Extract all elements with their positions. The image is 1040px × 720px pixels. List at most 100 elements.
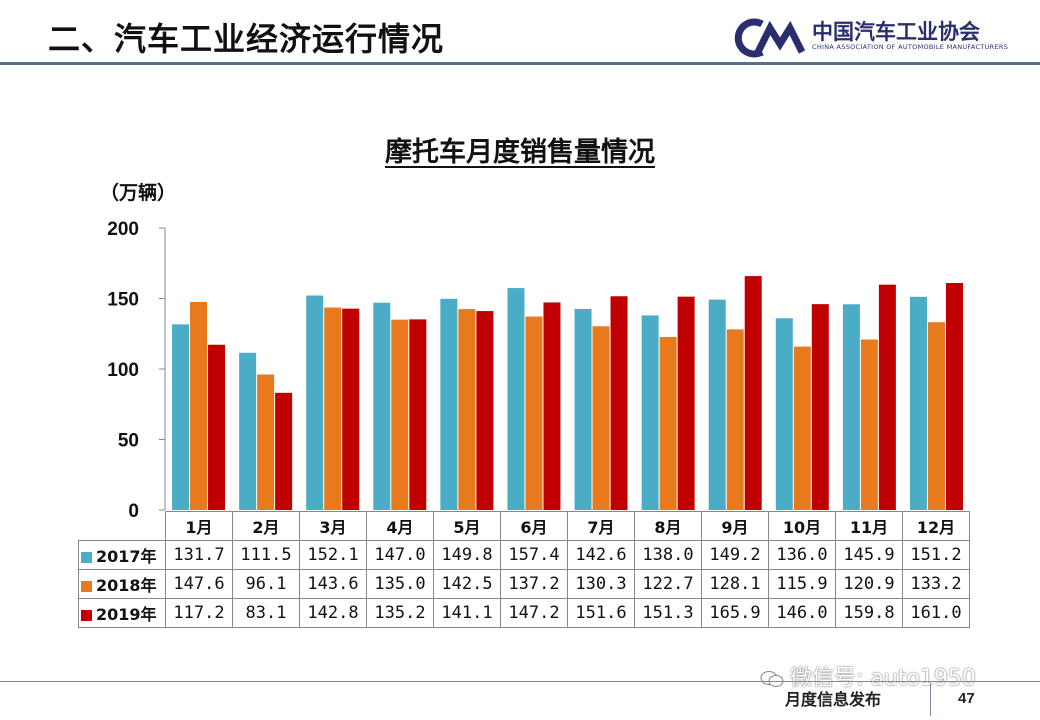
bar-2019年-8月 (677, 296, 695, 510)
bar-2019年-10月 (811, 304, 829, 510)
table-cell: 143.6 (299, 569, 367, 599)
table-cell: 136.0 (768, 540, 836, 570)
legend-label: 2018年 (96, 576, 157, 595)
y-tick-label: 200 (107, 219, 139, 240)
x-tick-label: 2月 (232, 511, 300, 541)
table-cell: 96.1 (232, 569, 300, 599)
table-cell: 120.9 (835, 569, 903, 599)
bar-2018年-3月 (324, 307, 342, 510)
association-logo: 中国汽车工业协会 CHINA ASSOCIATION OF AUTOMOBILE… (732, 14, 1032, 60)
legend-entry: 2017年 (78, 540, 166, 570)
x-tick-label: 9月 (701, 511, 769, 541)
logo-text-en: CHINA ASSOCIATION OF AUTOMOBILE MANUFACT… (812, 43, 1009, 51)
bar-2018年-2月 (257, 374, 275, 510)
logo-text-cn: 中国汽车工业协会 (812, 20, 980, 44)
legend-label: 2017年 (96, 547, 157, 566)
table-cell: 137.2 (500, 569, 568, 599)
y-tick-label: 150 (107, 290, 139, 311)
data-table: 1月 2月 3月 4月 5月 6月 7月 8月 9月 10月 11月 12月 2017年 131.7 111… (78, 511, 970, 628)
table-cell: 138.0 (634, 540, 702, 570)
table-cell: 122.7 (634, 569, 702, 599)
bar-2019年-9月 (744, 276, 762, 510)
legend-swatch (81, 552, 92, 563)
legend-label: 2019年 (96, 605, 157, 624)
y-axis-unit: （万辆） (100, 182, 177, 204)
bar-2017年-1月 (172, 324, 190, 510)
table-cell: 161.0 (902, 598, 970, 628)
legend-entry: 2019年 (78, 598, 166, 628)
table-row: 2019年 117.2 83.1 142.8 135.2 141.1 147.2 151.6 1… (78, 598, 970, 628)
y-tick-label: 0 (128, 501, 139, 520)
table-cell: 111.5 (232, 540, 300, 570)
bar-group (172, 276, 963, 510)
bar-2019年-3月 (342, 308, 360, 510)
table-cell: 142.6 (567, 540, 635, 570)
bar-2017年-6月 (507, 288, 525, 510)
watermark-text: 微信号: auto1950 (790, 666, 976, 691)
bar-2019年-11月 (878, 284, 896, 510)
table-cell: 152.1 (299, 540, 367, 570)
x-tick-label: 4月 (366, 511, 434, 541)
caam-logo-icon (734, 18, 806, 58)
x-tick-label: 8月 (634, 511, 702, 541)
bar-2018年-1月 (190, 301, 208, 510)
table-cell: 159.8 (835, 598, 903, 628)
table-cell: 130.3 (567, 569, 635, 599)
y-axis: 0 50 100 150 200 (107, 219, 166, 520)
bar-2018年-8月 (659, 336, 677, 510)
x-tick-label: 7月 (567, 511, 635, 541)
x-tick-label: 6月 (500, 511, 568, 541)
table-cell: 83.1 (232, 598, 300, 628)
table-cell: 115.9 (768, 569, 836, 599)
table-cell: 141.1 (433, 598, 501, 628)
table-cell: 135.2 (366, 598, 434, 628)
bar-2018年-12月 (927, 322, 945, 510)
x-tick-label: 1月 (165, 511, 233, 541)
footer-label: 月度信息发布 (785, 690, 882, 709)
x-tick-label: 10月 (768, 511, 836, 541)
bar-2017年-7月 (574, 308, 592, 510)
page-title: 二、汽车工业经济运行情况 (48, 20, 445, 58)
table-cell: 145.9 (835, 540, 903, 570)
table-cell: 142.5 (433, 569, 501, 599)
bar-2017年-3月 (306, 295, 324, 510)
y-tick-label: 50 (118, 431, 139, 452)
bar-2019年-6月 (543, 302, 561, 510)
table-cell: 142.8 (299, 598, 367, 628)
table-cell: 157.4 (500, 540, 568, 570)
bar-2017年-2月 (239, 352, 257, 510)
bar-2017年-10月 (775, 318, 793, 510)
table-cell: 151.6 (567, 598, 635, 628)
footer-divider (0, 681, 1040, 682)
x-tick-label: 5月 (433, 511, 501, 541)
bar-2019年-1月 (208, 344, 226, 510)
table-cell: 149.2 (701, 540, 769, 570)
page-number: 47 (958, 690, 975, 707)
bar-2018年-7月 (592, 326, 610, 510)
bar-2018年-10月 (793, 346, 811, 510)
table-cell: 165.9 (701, 598, 769, 628)
table-row: 2017年 131.7 111.5 152.1 147.0 149.8 157.4 142.6… (78, 540, 970, 570)
table-cell: 151.3 (634, 598, 702, 628)
bar-2018年-5月 (458, 309, 476, 510)
wechat-icon (760, 671, 784, 687)
bar-2017年-5月 (440, 298, 458, 510)
table-cell: 147.0 (366, 540, 434, 570)
bar-2017年-9月 (708, 299, 726, 510)
bar-2019年-7月 (610, 296, 628, 510)
legend-swatch (81, 581, 92, 592)
bar-2019年-12月 (945, 282, 963, 510)
footer-separator (930, 683, 931, 716)
table-cell: 147.6 (165, 569, 233, 599)
x-tick-label: 11月 (835, 511, 903, 541)
bar-2019年-5月 (476, 311, 494, 510)
header-divider (0, 62, 1040, 65)
table-cell: 135.0 (366, 569, 434, 599)
bar-2019年-2月 (275, 392, 293, 510)
bar-2017年-11月 (842, 304, 860, 510)
table-cell: 117.2 (165, 598, 233, 628)
y-tick-label: 100 (107, 360, 139, 381)
x-tick-label: 12月 (902, 511, 970, 541)
bar-2017年-4月 (373, 302, 391, 510)
table-cell: 131.7 (165, 540, 233, 570)
